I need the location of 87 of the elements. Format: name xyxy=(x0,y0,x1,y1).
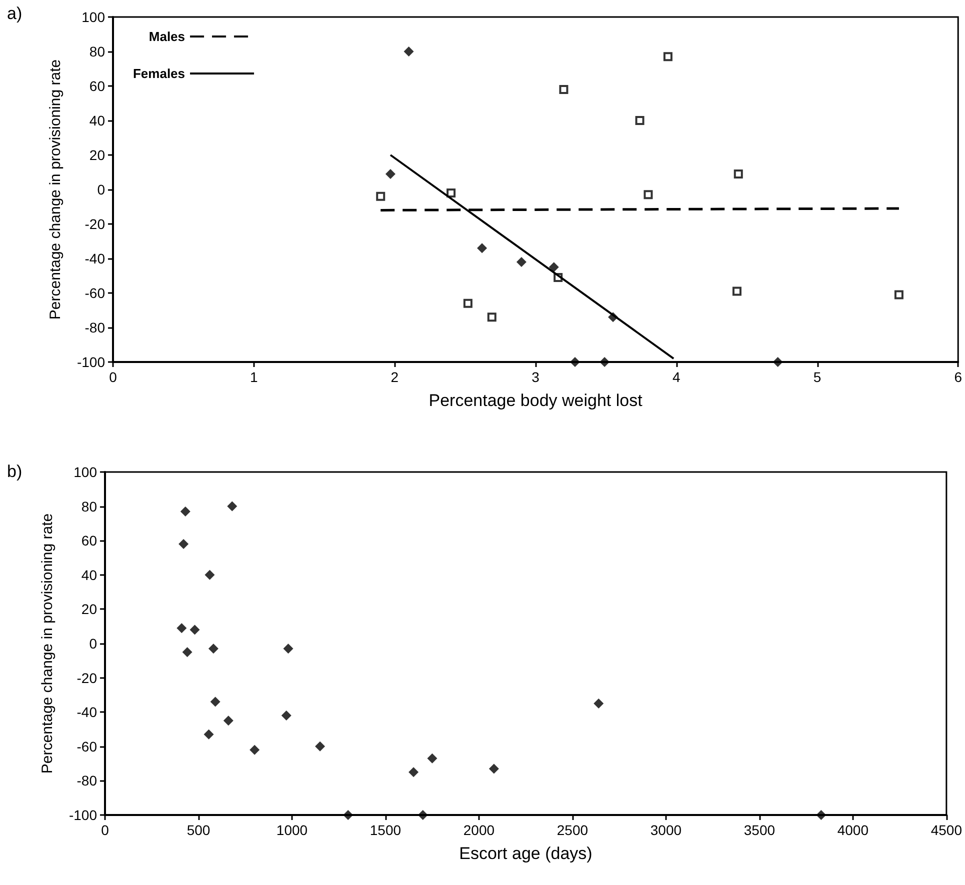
point xyxy=(250,744,260,755)
y-axis-title: Percentage change in provisioning rate xyxy=(39,513,56,774)
x-tick-label: 4500 xyxy=(930,822,962,838)
y-tick-label: 20 xyxy=(81,601,98,618)
point xyxy=(644,190,653,200)
point xyxy=(208,644,218,654)
point xyxy=(463,298,472,308)
y-tick-label: -20 xyxy=(76,670,98,686)
point xyxy=(418,810,428,820)
y-tick-label: -40 xyxy=(76,704,98,720)
x-tick-label: 500 xyxy=(186,822,210,838)
point xyxy=(182,647,192,658)
x-axis-title: Percentage body weight lost xyxy=(428,391,643,410)
y-tick-label: -60 xyxy=(76,738,98,754)
x-tick-label: 3500 xyxy=(744,822,776,838)
y-tick-label: 60 xyxy=(89,78,106,94)
y-axis-title: Percentage change in provisioning rate xyxy=(47,59,64,320)
point xyxy=(427,753,438,764)
point xyxy=(570,357,580,367)
x-tick-label: 1 xyxy=(250,369,258,385)
x-tick-label: 4000 xyxy=(837,822,869,838)
point xyxy=(894,290,904,300)
point xyxy=(176,623,187,634)
y-tick-label: 80 xyxy=(81,498,98,514)
point xyxy=(816,810,826,820)
y-tick-label: -40 xyxy=(84,250,106,266)
y-tick-label: -80 xyxy=(84,320,106,336)
y-tick-label: 40 xyxy=(89,112,106,128)
y-tick-label: 80 xyxy=(89,44,106,60)
point xyxy=(343,810,354,820)
x-axis-title: Escort age (days) xyxy=(459,844,592,863)
y-tick-label: -60 xyxy=(84,285,106,301)
point xyxy=(283,644,294,654)
point xyxy=(190,624,200,635)
y-tick-label: 100 xyxy=(74,464,98,480)
point xyxy=(516,256,526,267)
point xyxy=(446,188,456,198)
point xyxy=(204,570,215,580)
x-tick-label: 3000 xyxy=(650,822,682,838)
point xyxy=(548,262,559,272)
point xyxy=(385,168,396,179)
point xyxy=(732,286,742,296)
y-tick-label: 40 xyxy=(81,566,98,583)
x-tick-label: 6 xyxy=(954,369,962,385)
point xyxy=(487,312,496,322)
y-tick-label: 100 xyxy=(82,9,106,25)
point xyxy=(635,116,644,125)
point xyxy=(227,501,238,512)
chart-title: b) xyxy=(7,462,22,481)
x-tick-label: 4 xyxy=(672,369,681,385)
point xyxy=(600,357,610,367)
y-tick-label: -100 xyxy=(68,807,98,823)
x-tick-label: 5 xyxy=(813,369,822,385)
legend-label: Males xyxy=(148,29,186,44)
point xyxy=(477,243,488,254)
point xyxy=(772,357,783,367)
y-tick-label: -100 xyxy=(76,354,106,370)
point xyxy=(204,729,214,740)
point xyxy=(178,539,189,550)
legend-label: Females xyxy=(132,66,186,81)
point xyxy=(663,52,672,62)
point xyxy=(210,696,220,707)
point xyxy=(281,710,292,721)
x-tick-label: 2 xyxy=(390,369,399,385)
y-tick-label: 20 xyxy=(89,147,106,163)
point xyxy=(315,741,326,752)
x-tick-label: 1000 xyxy=(276,822,308,838)
point xyxy=(559,84,568,94)
point xyxy=(223,716,234,726)
y-tick-label: 60 xyxy=(81,532,98,549)
point xyxy=(408,767,419,778)
x-tick-label: 0 xyxy=(109,369,118,385)
y-tick-label: -80 xyxy=(76,772,98,789)
point xyxy=(180,506,190,516)
point xyxy=(488,764,499,774)
y-tick-label: 0 xyxy=(89,636,98,652)
x-tick-label: 1500 xyxy=(370,822,402,838)
x-tick-label: 3 xyxy=(532,369,540,385)
point xyxy=(376,192,386,201)
y-tick-label: -20 xyxy=(84,216,106,232)
x-tick-label: 2000 xyxy=(463,822,495,838)
y-tick-label: 0 xyxy=(97,182,106,198)
point xyxy=(734,169,743,178)
x-tick-label: 2500 xyxy=(556,822,588,838)
point xyxy=(404,46,414,56)
point xyxy=(594,698,604,709)
chart-title: a) xyxy=(7,4,22,23)
